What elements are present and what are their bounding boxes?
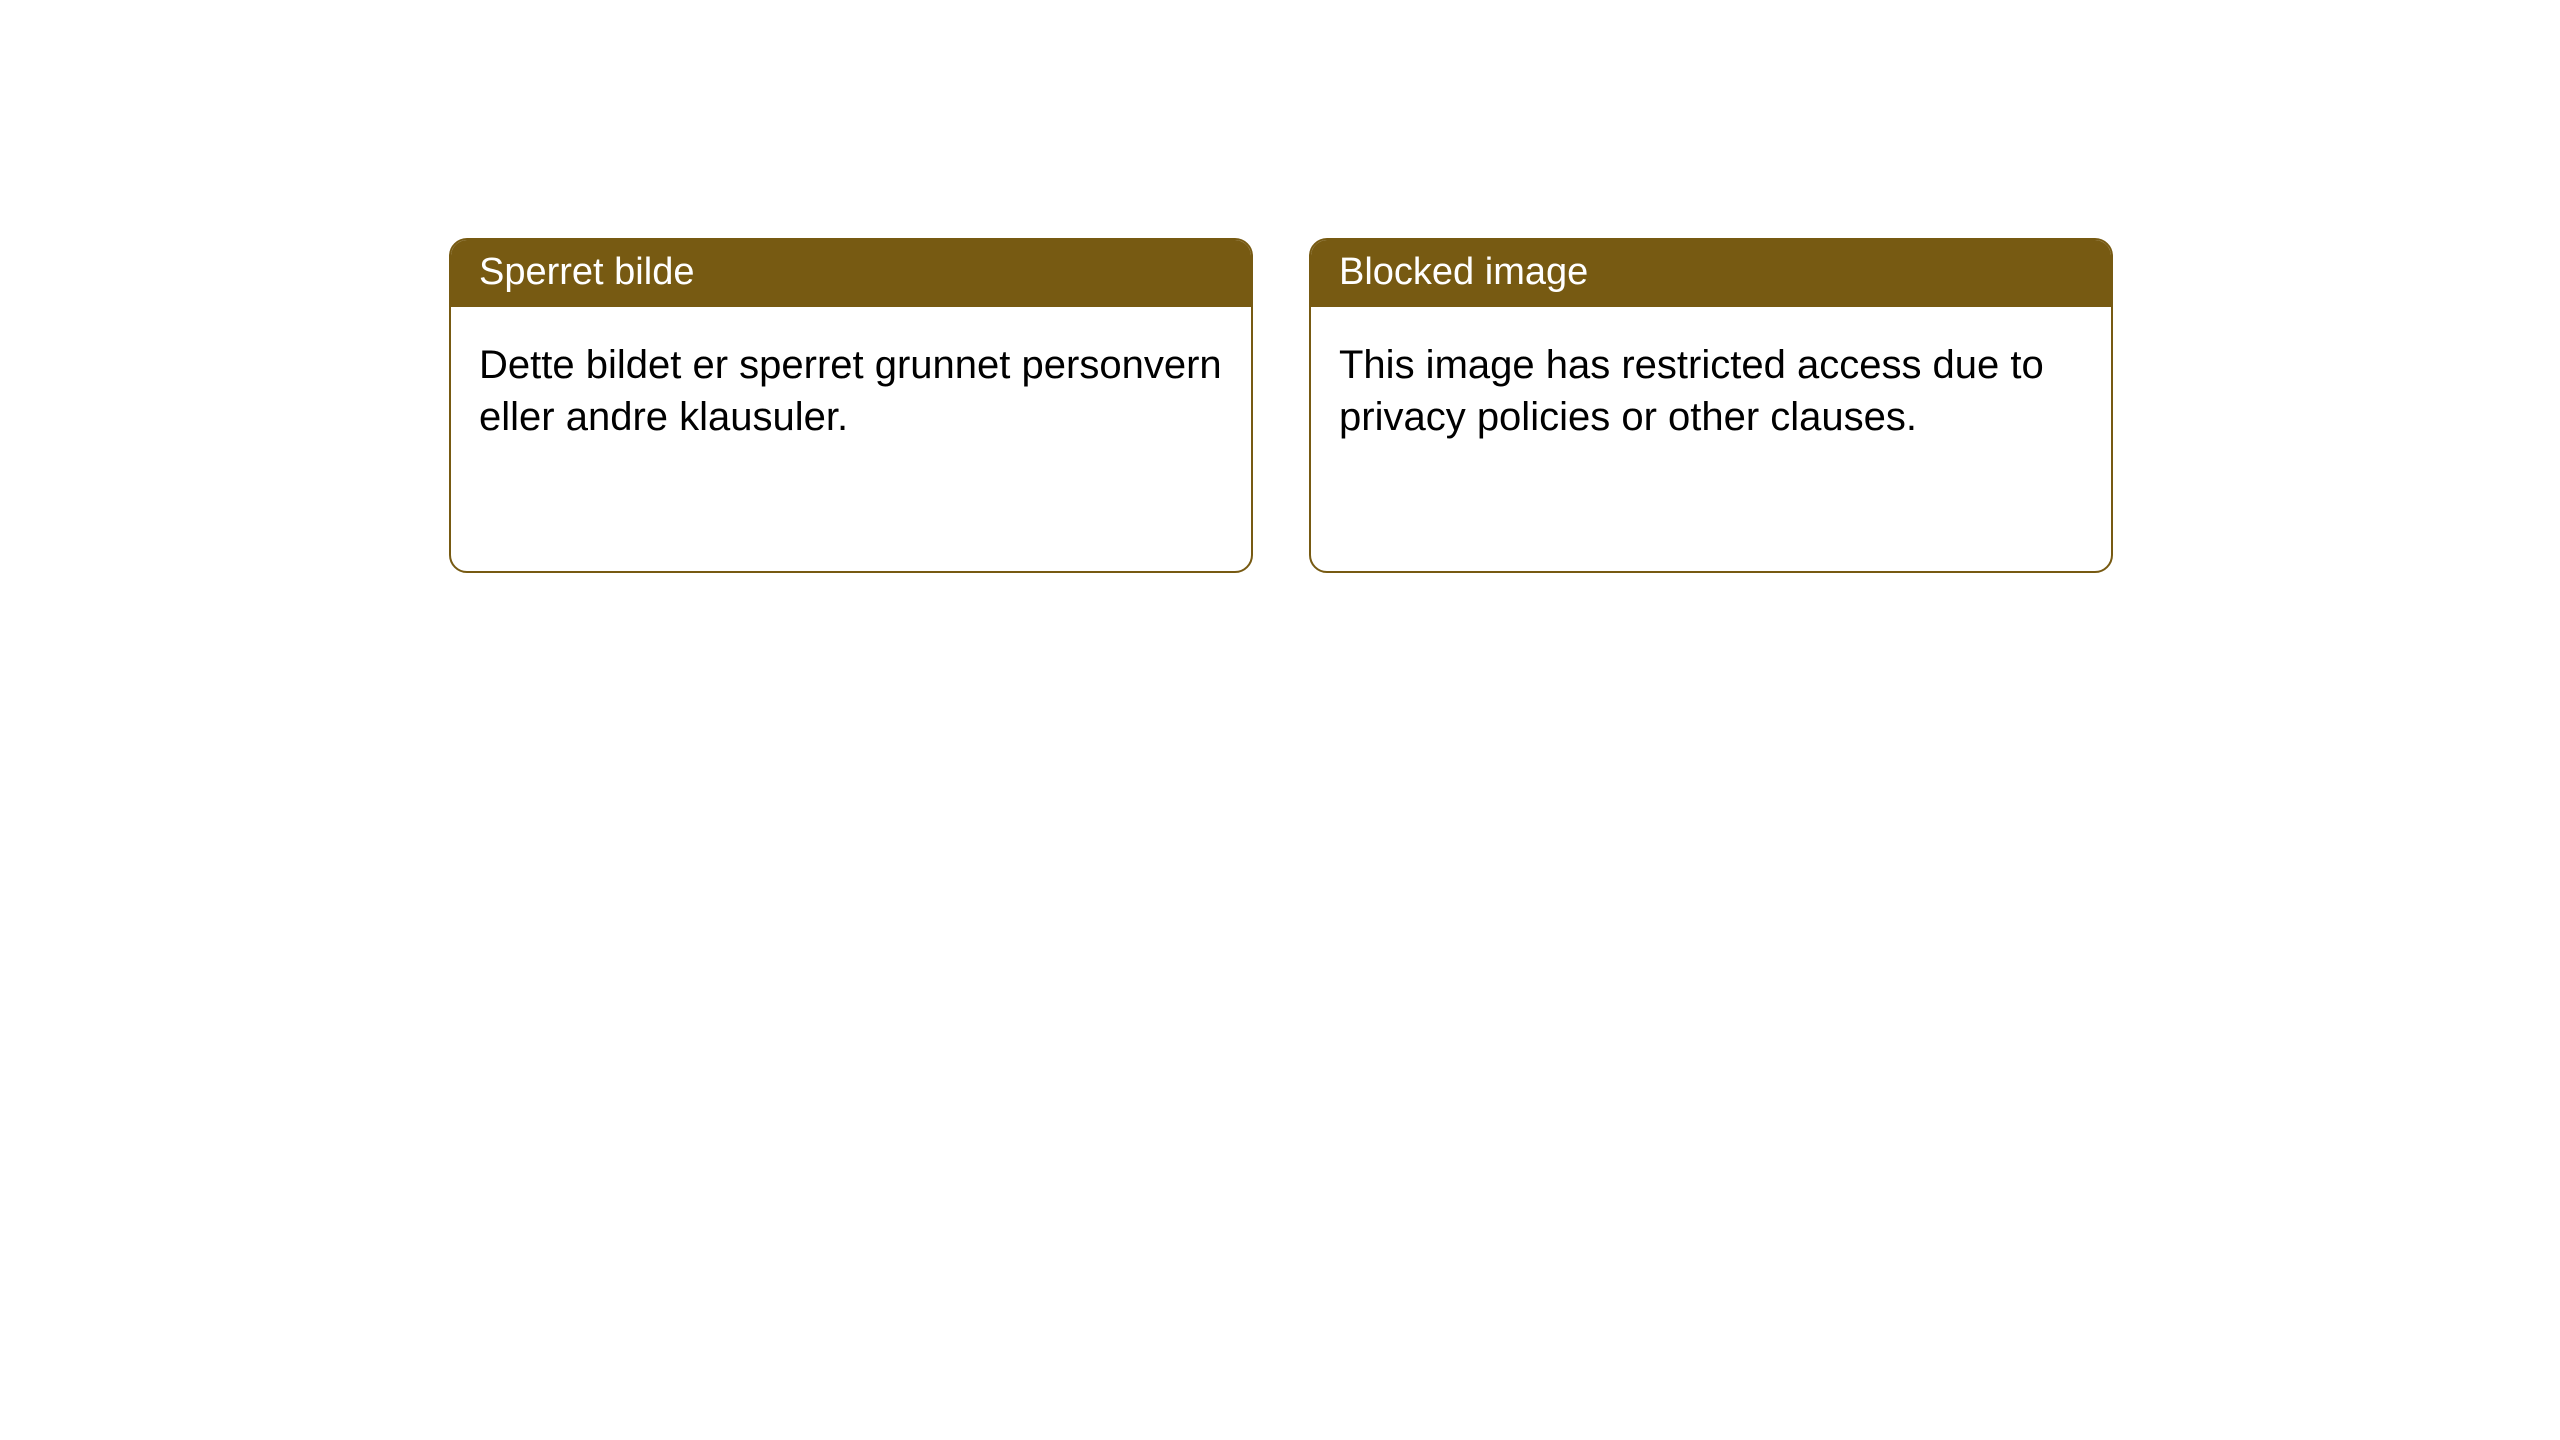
notice-card-english: Blocked image This image has restricted …	[1309, 238, 2113, 573]
notice-title: Sperret bilde	[479, 251, 694, 293]
notice-body: This image has restricted access due to …	[1311, 307, 2111, 475]
notice-body-text: This image has restricted access due to …	[1339, 343, 2044, 439]
notice-title: Blocked image	[1339, 251, 1588, 293]
notice-body-text: Dette bildet er sperret grunnet personve…	[479, 343, 1222, 439]
notice-header: Blocked image	[1311, 240, 2111, 307]
notice-container: Sperret bilde Dette bildet er sperret gr…	[449, 238, 2113, 573]
notice-header: Sperret bilde	[451, 240, 1251, 307]
notice-body: Dette bildet er sperret grunnet personve…	[451, 307, 1251, 475]
notice-card-norwegian: Sperret bilde Dette bildet er sperret gr…	[449, 238, 1253, 573]
